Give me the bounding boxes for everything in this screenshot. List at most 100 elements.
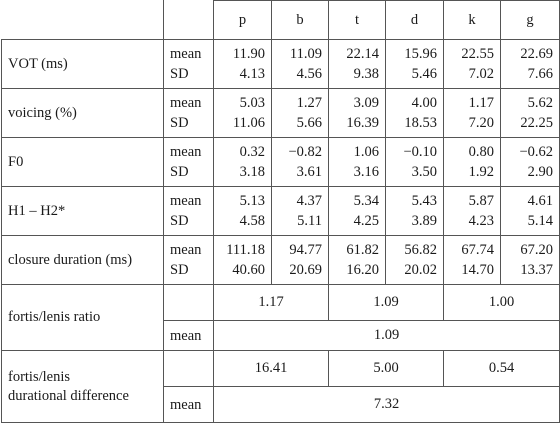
value-cell: 11.09 4.56: [271, 39, 329, 89]
value-cell: 15.96 5.46: [385, 39, 444, 89]
mean-value: 67.20: [520, 242, 553, 258]
mean-value: 4.61: [527, 193, 553, 209]
sd-value: 3.89: [411, 213, 437, 229]
sd-label: SD: [170, 66, 189, 82]
value-cell: 5.13 4.58: [213, 186, 272, 236]
table-row-ratio: fortis/lenis ratio 1.17 1.09 1.00: [1, 284, 560, 351]
sd-value: 40.60: [232, 262, 265, 278]
sd-value: 11.06: [232, 115, 265, 131]
mean-label: mean: [170, 46, 202, 62]
value-cell: 5.43 3.89: [385, 186, 444, 236]
header-blank-cell: [1, 0, 164, 40]
value-cell: 22.69 7.66: [500, 39, 560, 89]
sd-value: 4.23: [468, 213, 494, 229]
row-label: closure duration (ms): [1, 235, 164, 285]
difference-pair-t-d: 5.00: [328, 350, 444, 387]
mean-value: 11.09: [289, 46, 322, 62]
mean-value: 111.18: [226, 242, 265, 258]
sd-value: 3.61: [296, 164, 322, 180]
value-cell: 4.61 5.14: [500, 186, 560, 236]
row-label: fortis/lenis ratio: [1, 284, 164, 351]
sd-label: SD: [170, 262, 189, 278]
mean-value: 67.74: [461, 242, 494, 258]
mean-label: mean: [163, 320, 214, 351]
table-row-voicing: voicing (%) mean SD 5.03 11.06 1.27 5.66 3…: [1, 88, 560, 138]
sd-label: SD: [170, 213, 189, 229]
row-label: H1 – H2*: [1, 186, 164, 236]
mean-label: mean: [170, 144, 202, 160]
mean-value: 5.62: [527, 95, 553, 111]
mean-value: 5.43: [411, 193, 437, 209]
sd-value: 2.90: [527, 164, 553, 180]
value-cell: 111.18 40.60: [213, 235, 272, 285]
mean-value: 1.27: [296, 95, 322, 111]
value-cell: 94.77 20.69: [271, 235, 329, 285]
sd-value: 20.69: [289, 262, 322, 278]
sd-value: 5.46: [411, 66, 437, 82]
ratio-pair-k-g: 1.00: [443, 284, 560, 321]
stat-labels: mean SD: [163, 39, 214, 89]
sd-value: 3.16: [353, 164, 379, 180]
column-header-d: d: [385, 0, 444, 40]
mean-label: mean: [170, 193, 202, 209]
mean-label: mean: [170, 242, 202, 258]
value-cell: 1.27 5.66: [271, 88, 329, 138]
mean-value: 22.69: [520, 46, 553, 62]
sd-value: 9.38: [353, 66, 379, 82]
table-row-h1-h2: H1 – H2* mean SD 5.13 4.58 4.37 5.11 5.34 4…: [1, 186, 560, 236]
sd-value: 4.25: [353, 213, 379, 229]
value-cell: 61.82 16.20: [328, 235, 386, 285]
sd-value: 7.66: [527, 66, 553, 82]
sd-value: 14.70: [461, 262, 494, 278]
sd-value: 7.02: [468, 66, 494, 82]
sd-value: 16.20: [346, 262, 379, 278]
ratio-mean-value: 1.09: [213, 320, 560, 351]
value-cell: 67.74 14.70: [443, 235, 501, 285]
mean-value: 4.37: [296, 193, 322, 209]
value-cell: 11.90 4.13: [213, 39, 272, 89]
value-cell: 5.62 22.25: [500, 88, 560, 138]
mean-value: 22.55: [461, 46, 494, 62]
sd-value: 4.13: [239, 66, 265, 82]
sd-value: 4.58: [239, 213, 265, 229]
empty-stat-cell: [163, 350, 214, 387]
sd-value: 20.02: [404, 262, 437, 278]
sd-value: 5.14: [527, 213, 553, 229]
mean-value: 5.87: [468, 193, 494, 209]
sd-value: 1.92: [468, 164, 494, 180]
value-cell: 0.80 1.92: [443, 137, 501, 187]
mean-label: mean: [170, 95, 202, 111]
row-label: fortis/lenis durational difference: [1, 350, 164, 423]
table-row-difference-mean: mean 7.32: [2, 386, 560, 423]
row-label: F0: [1, 137, 164, 187]
ratio-pair-p-b: 1.17: [213, 284, 329, 321]
ratio-pair-t-d: 1.09: [328, 284, 444, 321]
value-cell: −0.10 3.50: [385, 137, 444, 187]
stat-labels: mean SD: [163, 137, 214, 187]
sd-value: 3.50: [411, 164, 437, 180]
header-blank-cell: [163, 0, 214, 40]
value-cell: 1.06 3.16: [328, 137, 386, 187]
table-row-vot: VOT (ms) mean SD 11.90 4.13 11.09 4.56 22.…: [1, 39, 560, 89]
difference-mean-value: 7.32: [213, 386, 560, 423]
stat-labels: mean SD: [163, 186, 214, 236]
header-row: p b t d k g: [1, 0, 560, 40]
sd-value: 18.53: [404, 115, 437, 131]
mean-value: 1.17: [468, 95, 494, 111]
row-label: voicing (%): [1, 88, 164, 138]
row-label: VOT (ms): [1, 39, 164, 89]
mean-value: 61.82: [346, 242, 379, 258]
column-header-p: p: [213, 0, 272, 40]
value-cell: 4.37 5.11: [271, 186, 329, 236]
sd-value: 22.25: [520, 115, 553, 131]
mean-value: 5.34: [353, 193, 379, 209]
mean-value: −0.62: [519, 144, 553, 160]
sd-value: 7.20: [468, 115, 494, 131]
value-cell: 5.03 11.06: [213, 88, 272, 138]
difference-pair-k-g: 0.54: [443, 350, 560, 387]
table-row-ratio-mean: mean 1.09: [2, 320, 560, 351]
stat-labels: mean SD: [163, 235, 214, 285]
table-row-difference: fortis/lenis durational difference 16.41…: [1, 350, 560, 423]
stat-labels: mean SD: [163, 88, 214, 138]
mean-value: 11.90: [232, 46, 265, 62]
